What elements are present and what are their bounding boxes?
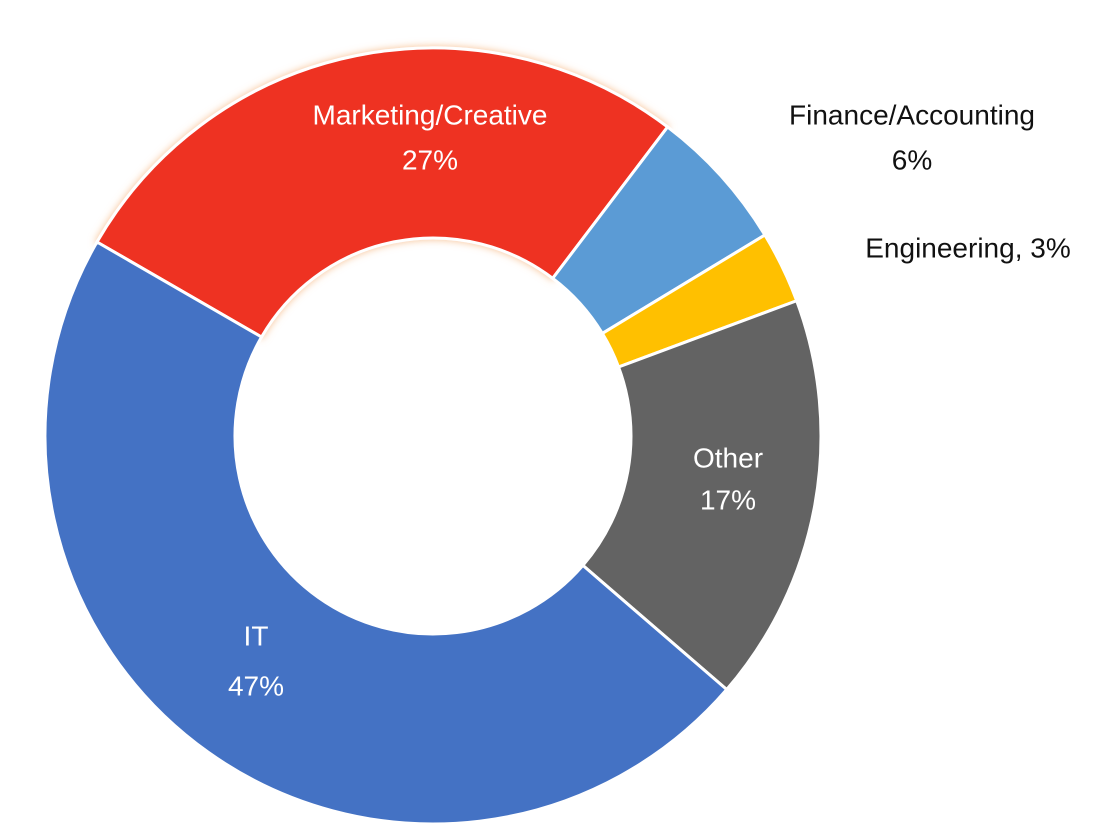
donut-slice xyxy=(580,298,823,692)
data-label: 27% xyxy=(402,144,458,175)
data-label: Engineering, 3% xyxy=(865,232,1070,263)
category-label: Marketing/Creative xyxy=(313,99,548,130)
data-label: 6% xyxy=(892,144,932,175)
category-label: Other xyxy=(693,442,763,473)
donut-slice xyxy=(43,239,729,826)
category-label: Finance/Accounting xyxy=(789,99,1035,130)
data-label: 17% xyxy=(700,484,756,515)
data-label: 47% xyxy=(228,670,284,701)
donut-slice xyxy=(94,46,670,340)
category-label: IT xyxy=(244,620,269,651)
